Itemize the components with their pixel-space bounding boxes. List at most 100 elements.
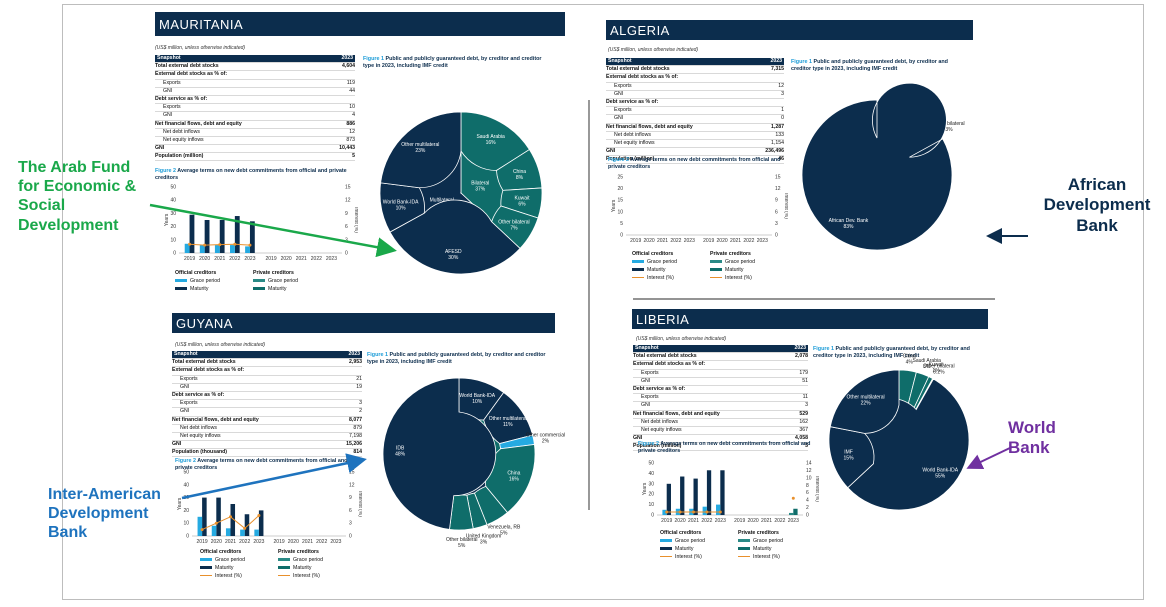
donut-outer-pct: 4% — [906, 360, 914, 366]
snapshot-key: Total external debt stocks — [172, 359, 236, 366]
figure2-caption: Figure 2 Average terms on new debt commi… — [155, 168, 355, 181]
snapshot-key: GNI — [180, 383, 190, 390]
snapshot-table-mauritania: Snapshot 2023 Total external debt stocks 4,… — [155, 55, 355, 162]
snapshot-row: Net financial flows, debt and equity 1,28… — [606, 124, 784, 132]
legend-entry: Private creditors — [253, 270, 333, 276]
annotation-world-bank: World Bank — [1008, 418, 1056, 458]
legend-entry: Grace period — [175, 278, 253, 284]
legend-swatch — [278, 566, 290, 570]
snapshot-key: GNI — [155, 145, 165, 152]
snapshot-value: 5 — [352, 153, 355, 160]
average-terms-chart-wrap: 0 10 20 30 40 50 0 3 6 9 12 15 Years Interest (%) 2019… — [163, 183, 359, 268]
donut-outer-pct: 11% — [503, 422, 513, 428]
snapshot-key: Total external debt stocks — [155, 63, 219, 70]
y-tick-left: 30 — [170, 211, 176, 217]
figure1-number: Figure 1 — [363, 56, 384, 62]
figure2-number: Figure 2 — [608, 157, 629, 163]
legend-swatch — [200, 558, 212, 562]
maturity-bar — [249, 221, 255, 253]
snapshot-key: Exports — [614, 82, 632, 89]
snapshot-row: GNI 10,443 — [155, 145, 355, 154]
legend-swatch — [710, 260, 722, 264]
legend-entry: Interest (%) — [278, 573, 358, 579]
donut-outer-label: China — [903, 354, 916, 360]
y-tick-left: 30 — [648, 481, 654, 487]
snapshot-value: 10,443 — [339, 145, 355, 152]
donut-outer-pct: 55% — [935, 474, 946, 480]
donut-outer-pct: 30% — [448, 255, 459, 261]
y-tick-right: 0 — [806, 513, 809, 519]
donut-inner-pct: 37% — [475, 187, 486, 193]
legend-entry: Grace period — [278, 557, 358, 563]
x-tick-label: 2021 — [225, 539, 236, 545]
legend-label: Private creditors — [278, 549, 319, 555]
snapshot-key: Exports — [614, 107, 632, 114]
y-tick-left: 40 — [183, 482, 189, 488]
annotation-afdb: African Development Bank — [1043, 175, 1151, 235]
snapshot-value: 0 — [781, 115, 784, 122]
x-tick-label: 2020 — [717, 238, 728, 244]
donut-outer-label: Saudi Arabia — [476, 134, 505, 140]
y-tick-left: 50 — [648, 461, 654, 467]
snapshot-value: 1,154 — [771, 139, 784, 146]
legend-label: Private creditors — [253, 270, 294, 276]
legend-entry: Official creditors — [200, 549, 278, 555]
legend-swatch — [278, 574, 290, 577]
legend-label: Maturity — [268, 286, 287, 292]
x-tick-label: 2020 — [748, 518, 759, 524]
y-tick-right: 3 — [775, 221, 778, 227]
donut-outer-pct: 23% — [415, 148, 426, 154]
donut-outer-slice — [801, 82, 953, 251]
snapshot-key: GNI — [641, 402, 651, 409]
donut-outer-pct: 16% — [486, 140, 497, 146]
x-tick-label: 2020 — [199, 256, 210, 262]
legend-swatch — [253, 287, 265, 291]
legend-swatch — [632, 268, 644, 272]
interest-point — [692, 510, 695, 514]
y-tick-right: 3 — [349, 521, 352, 527]
y-tick-right: 0 — [349, 534, 352, 540]
grace-period-bar — [716, 504, 721, 515]
snapshot-row: Exports 11 — [633, 394, 808, 403]
snapshot-row: Net debt inflows 879 — [172, 425, 362, 433]
snapshot-value: 2 — [359, 408, 362, 415]
grace-period-bar — [245, 246, 250, 253]
x-tick-label: 2023 — [244, 256, 255, 262]
legend-entry: Maturity — [632, 267, 710, 273]
legend-label: Grace period — [675, 538, 705, 544]
grace-period-bar — [211, 525, 217, 536]
average-terms-chart-wrap: 0 10 20 30 40 50 0 3 6 9 12 15 Years Interest (%) 2019… — [176, 468, 363, 551]
snapshot-row: Exports 12 — [606, 83, 784, 91]
legend-entry: Official creditors — [175, 270, 253, 276]
legend-swatch — [200, 566, 212, 570]
legend-entry: Maturity — [278, 565, 358, 571]
maturity-bar — [202, 497, 207, 536]
maturity-bar — [219, 220, 225, 253]
snapshot-row: Total external debt stocks 2,078 — [633, 353, 808, 362]
snapshot-value: 3 — [359, 400, 362, 407]
x-tick-label: 2021 — [214, 256, 225, 262]
snapshot-value: 4,604 — [342, 63, 355, 70]
donut-outer-label: United Kingdom — [466, 534, 502, 540]
maturity-bar — [189, 214, 195, 253]
figure1-number: Figure 1 — [367, 352, 388, 358]
donut-outer-label: World Bank-IDA — [459, 393, 495, 399]
y-tick-left: 50 — [170, 185, 176, 191]
snapshot-key: Net equity inflows — [641, 426, 682, 433]
legend-entry: Private creditors — [710, 251, 790, 257]
y-tick-left: 0 — [186, 534, 189, 540]
snapshot-value: 19 — [356, 383, 362, 390]
snapshot-key: Net financial flows, debt and equity — [633, 410, 720, 417]
snapshot-header: Snapshot 2023 — [172, 351, 362, 360]
interest-point — [188, 242, 192, 246]
legend-entry: Official creditors — [632, 251, 710, 257]
snapshot-row: Debt service as % of: — [606, 99, 784, 108]
snapshot-value: 529 — [799, 410, 808, 417]
donut-outer-pct: 0.2% — [933, 369, 945, 375]
snapshot-value: 44 — [349, 87, 355, 94]
snapshot-year: 2023 — [348, 351, 360, 357]
donut-outer-label: African Dev. Bank — [829, 218, 869, 224]
maturity-bar — [230, 504, 236, 536]
legend-label: Maturity — [293, 565, 312, 571]
